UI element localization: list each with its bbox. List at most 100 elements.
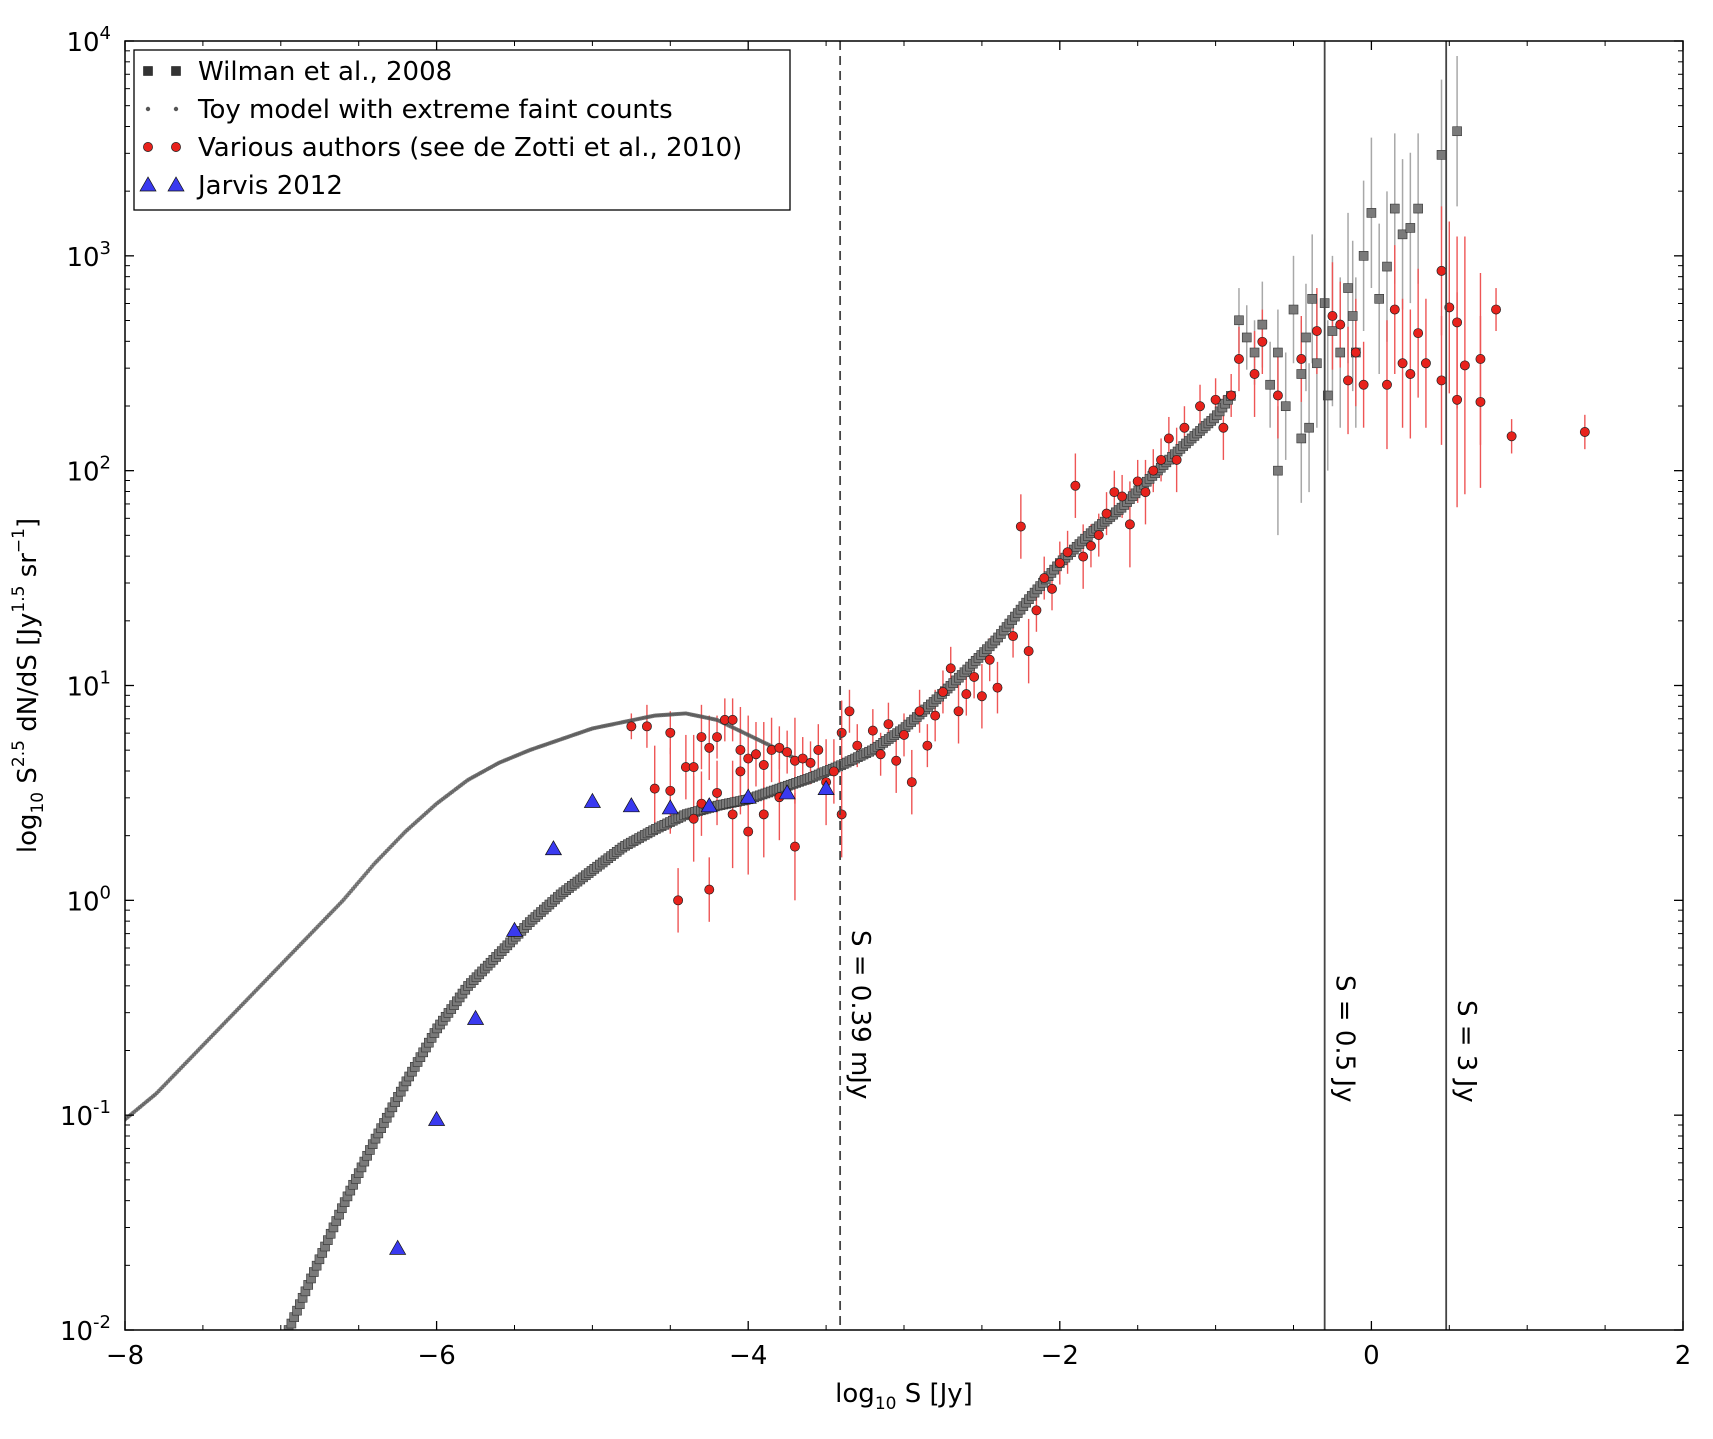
- various-authors-point: [836, 809, 847, 820]
- wilman-point: [1304, 422, 1314, 433]
- wilman-point: [1374, 293, 1384, 304]
- wilman-point: [1265, 379, 1275, 390]
- jarvis-point: [466, 1009, 485, 1025]
- reference-line-label: S = 3 Jy: [1451, 1000, 1481, 1103]
- jarvis-point: [700, 797, 718, 813]
- y-tick-label: 103: [66, 238, 111, 273]
- various-authors-point: [899, 729, 909, 740]
- various-authors-point: [1179, 422, 1190, 433]
- legend: Wilman et al., 2008 Toy model with extrem…: [133, 49, 791, 211]
- various-authors-point: [688, 762, 699, 773]
- wilman-point: [1273, 347, 1283, 358]
- various-authors-point: [727, 809, 738, 820]
- various-authors-point: [1311, 326, 1322, 336]
- jarvis-point: [389, 1239, 407, 1255]
- various-authors-point: [704, 884, 715, 895]
- various-authors-point: [852, 740, 863, 751]
- various-authors-point: [976, 691, 987, 702]
- legend-marker: [171, 66, 181, 76]
- legend-marker: [143, 66, 153, 76]
- various-authors-point: [1436, 265, 1447, 276]
- various-authors-point: [1062, 547, 1073, 558]
- legend-box: [133, 49, 791, 211]
- various-authors-point: [665, 785, 676, 796]
- various-authors-point: [836, 727, 847, 738]
- various-authors-point: [961, 689, 972, 700]
- various-authors-point: [626, 721, 637, 732]
- reference-line-label: S = 0.39 mJy: [845, 930, 875, 1099]
- wilman-point: [1358, 251, 1369, 261]
- various-authors-point: [1358, 379, 1369, 390]
- various-authors-point: [1296, 354, 1307, 364]
- various-authors-point: [945, 663, 956, 674]
- various-authors-point: [984, 654, 995, 665]
- x-tick-label: −2: [1041, 1341, 1079, 1371]
- various-authors-point: [1015, 521, 1026, 532]
- wilman-point: [1413, 203, 1423, 214]
- wilman-point: [1347, 311, 1358, 321]
- various-authors-point: [797, 753, 808, 764]
- wilman-point: [1257, 319, 1268, 330]
- y-tick-label: 100: [66, 882, 111, 917]
- various-authors-point: [805, 757, 816, 768]
- legend-label: Various authors (see de Zotti et al., 20…: [198, 133, 742, 163]
- wilman-point: [1301, 332, 1311, 343]
- legend-label: Toy model with extreme faint counts: [197, 95, 673, 125]
- axis-labels: log10 S [Jy] log10 S2.5 dN/dS [Jy1.5 sr−1…: [9, 518, 973, 1414]
- various-authors-point: [649, 783, 660, 794]
- various-authors-point: [1163, 433, 1174, 444]
- various-authors-point: [1054, 558, 1065, 568]
- jarvis-point: [583, 792, 602, 808]
- various-authors-point: [1436, 375, 1447, 386]
- wilman-point: [1343, 283, 1353, 293]
- wilman-point: [1382, 261, 1392, 272]
- various-authors-point: [1039, 573, 1050, 584]
- legend-marker: [173, 106, 179, 112]
- various-authors-point: [704, 742, 715, 753]
- various-authors-point: [1475, 354, 1486, 364]
- legend-marker: [167, 176, 185, 192]
- y-axis-label: log10 S2.5 dN/dS [Jy1.5 sr−1]: [9, 518, 48, 853]
- various-authors-point: [1272, 390, 1283, 401]
- various-authors-point: [696, 732, 707, 743]
- various-authors-point: [1078, 551, 1089, 562]
- data-points: [389, 126, 1590, 1255]
- legend-label: Wilman et al., 2008: [198, 57, 452, 87]
- wilman-point: [1322, 390, 1333, 401]
- various-authors-point: [751, 749, 761, 760]
- various-authors-point: [1249, 369, 1260, 379]
- wilman-point: [1241, 332, 1252, 343]
- legend-marker: [145, 106, 151, 112]
- various-authors-point: [727, 714, 738, 725]
- wilman-point: [1249, 347, 1260, 358]
- various-authors-point: [1382, 379, 1392, 390]
- various-authors-point: [992, 682, 1003, 693]
- various-authors-point: [1093, 530, 1104, 541]
- various-authors-point: [891, 755, 902, 766]
- various-authors-point: [1031, 605, 1042, 616]
- various-authors-point: [665, 727, 676, 738]
- various-authors-point: [1140, 487, 1151, 498]
- x-tick-label: −6: [417, 1341, 455, 1371]
- jarvis-point: [622, 797, 640, 813]
- various-authors-point: [1109, 487, 1120, 498]
- jarvis-point: [544, 840, 563, 856]
- various-authors-point: [758, 760, 769, 770]
- various-authors-point: [1132, 476, 1143, 487]
- various-authors-point: [1008, 631, 1019, 642]
- wilman-point: [1296, 369, 1307, 379]
- various-authors-point: [1420, 358, 1431, 369]
- wilman-point: [1296, 433, 1307, 444]
- x-tick-label: 2: [1675, 1341, 1692, 1371]
- various-authors-point: [735, 766, 746, 777]
- jarvis-point: [739, 788, 757, 804]
- wilman-point: [1280, 401, 1291, 412]
- various-authors-point: [1234, 354, 1244, 364]
- wilman-point: [1436, 150, 1447, 160]
- jarvis-point: [661, 799, 679, 815]
- y-tick-label: 104: [66, 23, 111, 58]
- various-authors-point: [1397, 358, 1408, 369]
- jarvis-point: [505, 921, 524, 937]
- legend-marker: [171, 142, 181, 152]
- various-authors-point: [1452, 394, 1463, 405]
